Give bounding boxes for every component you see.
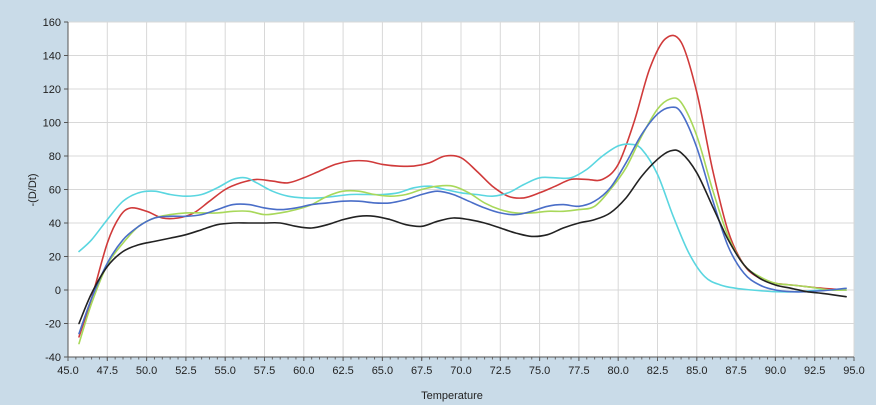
series-lines — [78, 34, 847, 345]
y-tick-label: 100 — [43, 118, 61, 130]
series-line-5 — [78, 149, 847, 325]
y-tick-label: 20 — [49, 252, 61, 264]
x-tick-label: 95.0 — [843, 365, 864, 377]
x-tick-label: 80.0 — [607, 365, 628, 377]
y-tick-label: -40 — [45, 352, 61, 364]
y-tick-label: 40 — [49, 218, 61, 230]
series-line-2 — [78, 143, 847, 293]
x-tick-label: 65.0 — [372, 365, 393, 377]
x-tick-label: 87.5 — [725, 365, 746, 377]
y-tick-label: 140 — [43, 51, 61, 63]
series-line-1 — [78, 34, 847, 338]
x-tick-label: 72.5 — [490, 365, 511, 377]
y-axis-title: -(D/Dt) — [27, 174, 39, 207]
x-tick-label: 82.5 — [647, 365, 668, 377]
x-axis-title: Temperature — [421, 390, 483, 402]
x-tick-label: 67.5 — [411, 365, 432, 377]
x-tick-label: 85.0 — [686, 365, 707, 377]
x-tick-label: 70.0 — [450, 365, 471, 377]
x-tick-label: 52.5 — [175, 365, 196, 377]
x-tick-label: 62.5 — [332, 365, 353, 377]
series-line-4 — [78, 106, 847, 335]
x-tick-label: 55.0 — [214, 365, 235, 377]
y-tick-label: -20 — [45, 319, 61, 331]
y-tick-label: 60 — [49, 185, 61, 197]
x-tick-label: 77.5 — [568, 365, 589, 377]
x-tick-label: 60.0 — [293, 365, 314, 377]
axes: -40 -20 0 20 40 60 80 100 120 140 160 45.0 47.5 50.0 5… — [43, 17, 865, 377]
y-tick-label: 80 — [49, 151, 61, 163]
y-tick-label: 120 — [43, 84, 61, 96]
x-tick-label: 47.5 — [97, 365, 118, 377]
x-tick-label: 75.0 — [529, 365, 550, 377]
x-tick-label: 50.0 — [136, 365, 157, 377]
series-line-3 — [78, 97, 847, 345]
x-tick-label: 92.5 — [804, 365, 825, 377]
x-tick-label: 45.0 — [57, 365, 78, 377]
x-tick-label: 90.0 — [765, 365, 786, 377]
x-tick-label: 57.5 — [254, 365, 275, 377]
y-tick-label: 0 — [55, 285, 61, 297]
y-tick-label: 160 — [43, 17, 61, 29]
